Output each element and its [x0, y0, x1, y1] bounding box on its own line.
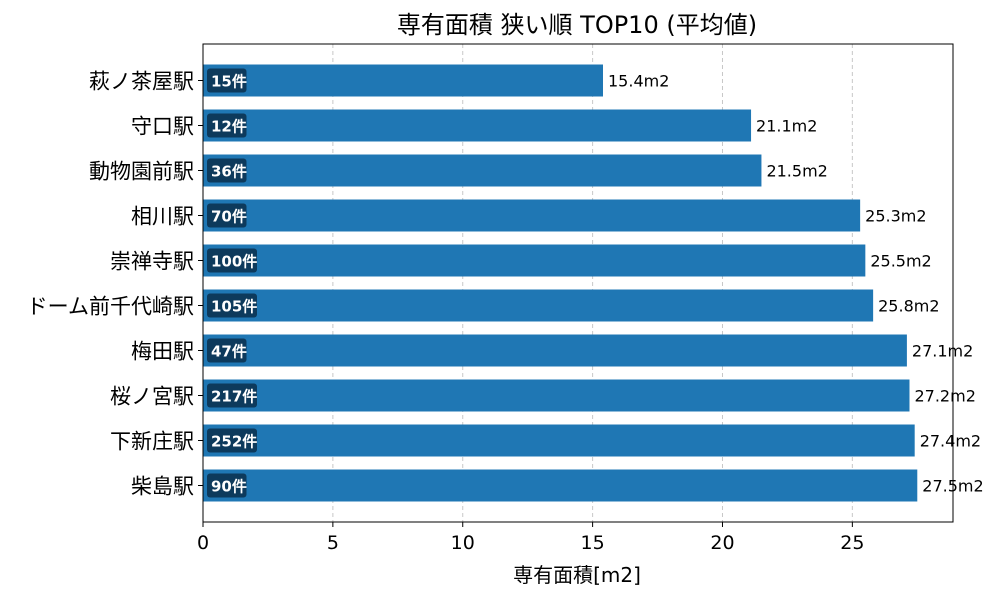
count-badge	[207, 113, 247, 138]
value-label: 25.5m2	[870, 252, 931, 271]
y-tick-label: 相川駅	[131, 205, 194, 229]
bar	[203, 64, 603, 97]
value-label: 27.4m2	[920, 432, 981, 451]
axis-layer: 0 5 10 15 20 25 萩ノ茶屋駅守口駅動物園前駅相川駅崇禅寺駅ドーム前千代崎駅梅田…	[27, 70, 865, 555]
x-tick-label: 0	[197, 532, 209, 554]
bar	[203, 154, 762, 187]
count-label: 36件	[211, 163, 247, 181]
value-label: 27.2m2	[914, 387, 975, 406]
bar	[203, 469, 918, 502]
bar	[203, 289, 874, 322]
bar	[203, 244, 866, 277]
bar	[203, 199, 861, 232]
y-tick-label: 桜ノ宮駅	[110, 385, 194, 409]
count-badge	[207, 248, 257, 273]
y-tick-label: 守口駅	[131, 115, 194, 139]
bar	[203, 109, 752, 142]
count-badge	[207, 473, 247, 498]
count-label: 105件	[211, 298, 257, 316]
count-label: 12件	[211, 118, 247, 136]
y-tick-label: 萩ノ茶屋駅	[89, 70, 194, 94]
bar	[203, 379, 910, 412]
count-badge	[207, 428, 257, 453]
count-badge	[207, 203, 247, 228]
y-tick-label: 動物園前駅	[89, 160, 194, 184]
count-badge	[207, 68, 247, 93]
value-label: 21.5m2	[766, 162, 827, 181]
x-tick-label: 25	[840, 532, 864, 554]
bars-layer: 15.4m2 15件 21.1m2 12件 21.5m2 36件 25.3m2 70件 25.5…	[203, 64, 984, 502]
count-label: 100件	[211, 253, 257, 271]
x-tick-label: 15	[581, 532, 605, 554]
x-tick-label: 20	[710, 532, 734, 554]
y-tick-label: 梅田駅	[131, 340, 194, 364]
count-label: 15件	[211, 73, 247, 91]
value-label: 27.1m2	[912, 342, 973, 361]
bar	[203, 424, 915, 457]
value-label: 15.4m2	[608, 72, 669, 91]
y-tick-label: 崇禅寺駅	[110, 250, 194, 274]
count-label: 70件	[211, 208, 247, 226]
x-axis-label: 専有面積[m2]	[513, 563, 641, 587]
y-tick-label: 柴島駅	[131, 475, 194, 499]
bar	[203, 334, 907, 367]
count-badge	[207, 158, 247, 183]
value-label: 25.3m2	[865, 207, 926, 226]
value-label: 21.1m2	[756, 117, 817, 136]
plot-frame	[202, 43, 954, 523]
y-tick-label: ドーム前千代崎駅	[27, 295, 194, 319]
x-tick-label: 5	[327, 532, 339, 554]
count-label: 90件	[211, 478, 247, 496]
count-label: 47件	[211, 343, 247, 361]
y-tick-label: 下新庄駅	[110, 430, 194, 454]
x-tick-label: 10	[451, 532, 475, 554]
value-label: 25.8m2	[878, 297, 939, 316]
count-badge	[207, 383, 257, 408]
count-badge	[207, 338, 247, 363]
chart-title: 専有面積 狭い順 TOP10 (平均値)	[397, 11, 757, 39]
count-label: 252件	[211, 433, 257, 451]
count-badge	[207, 293, 257, 318]
count-label: 217件	[211, 388, 257, 406]
